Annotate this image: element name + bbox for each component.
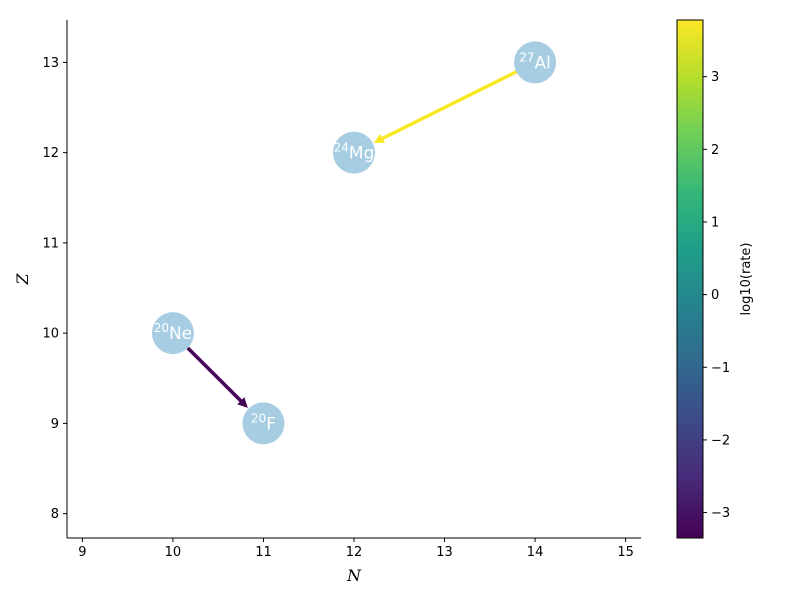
arrow-head bbox=[237, 397, 248, 408]
element-symbol: F bbox=[266, 414, 276, 434]
nuclide-circle bbox=[333, 131, 375, 174]
colorbar-tick-label: −2 bbox=[711, 433, 730, 448]
mass-number: 20 bbox=[154, 321, 169, 335]
y-tick-label: 13 bbox=[42, 56, 59, 71]
y-tick-label: 12 bbox=[42, 146, 59, 161]
colorbar-tick-label: 0 bbox=[711, 288, 719, 303]
element-symbol: Ne bbox=[169, 324, 192, 344]
y-axis-ticks: 8 9 10 11 12 13 bbox=[42, 56, 67, 522]
nuclide-label: 27Al bbox=[519, 50, 551, 73]
mass-number: 20 bbox=[251, 411, 266, 425]
colorbar-ticks: −3 −2 −1 0 1 2 3 bbox=[703, 70, 730, 521]
x-axis-title: N bbox=[346, 566, 362, 585]
y-tick-label: 9 bbox=[51, 417, 59, 432]
nuclide-circle bbox=[514, 41, 557, 84]
arrow-head bbox=[373, 133, 385, 143]
reaction-arrow bbox=[186, 346, 248, 408]
nuclide-circle bbox=[242, 402, 285, 445]
colorbar-tick-label: 1 bbox=[711, 215, 719, 230]
nuclide-circle bbox=[151, 312, 194, 355]
y-tick-label: 8 bbox=[51, 507, 59, 522]
colorbar-tick-label: −3 bbox=[711, 506, 730, 521]
nuclide-node: 24Mg bbox=[333, 131, 375, 174]
colorbar: −3 −2 −1 0 1 2 3 log10(rate) bbox=[676, 19, 754, 539]
x-tick-label: 13 bbox=[436, 545, 453, 560]
mass-number: 24 bbox=[334, 141, 349, 155]
mass-number: 27 bbox=[519, 50, 534, 64]
arrow-shaft bbox=[186, 346, 244, 404]
nuclide-node: 27Al bbox=[514, 41, 557, 84]
colorbar-tick-label: 2 bbox=[711, 143, 719, 158]
x-tick-label: 15 bbox=[617, 545, 634, 560]
colorbar-label: log10(rate) bbox=[739, 243, 754, 316]
arrow-shaft bbox=[380, 70, 518, 141]
reaction-arrow bbox=[373, 70, 518, 143]
x-tick-label: 10 bbox=[165, 545, 182, 560]
x-axis-ticks: 9 10 11 12 13 14 15 bbox=[78, 538, 634, 560]
nuclide-label: 20Ne bbox=[154, 321, 192, 344]
element-symbol: Mg bbox=[349, 144, 374, 164]
x-tick-label: 11 bbox=[255, 545, 272, 560]
colorbar-tick-label: −1 bbox=[711, 361, 730, 376]
nuclide-node: 20F bbox=[242, 402, 285, 445]
nuclide-node: 20Ne bbox=[151, 312, 194, 355]
nuclide-label: 24Mg bbox=[334, 141, 375, 164]
x-tick-label: 14 bbox=[527, 545, 544, 560]
colorbar-gradient bbox=[676, 19, 704, 539]
y-tick-label: 11 bbox=[42, 236, 59, 251]
element-symbol: Al bbox=[535, 53, 551, 73]
y-axis-title: Z bbox=[13, 273, 32, 286]
x-tick-label: 12 bbox=[346, 545, 363, 560]
y-tick-label: 10 bbox=[42, 327, 59, 342]
nuclide-label: 20F bbox=[251, 411, 276, 434]
colorbar-tick-label: 3 bbox=[711, 70, 719, 85]
x-tick-label: 9 bbox=[78, 545, 86, 560]
reaction-links bbox=[186, 70, 518, 408]
